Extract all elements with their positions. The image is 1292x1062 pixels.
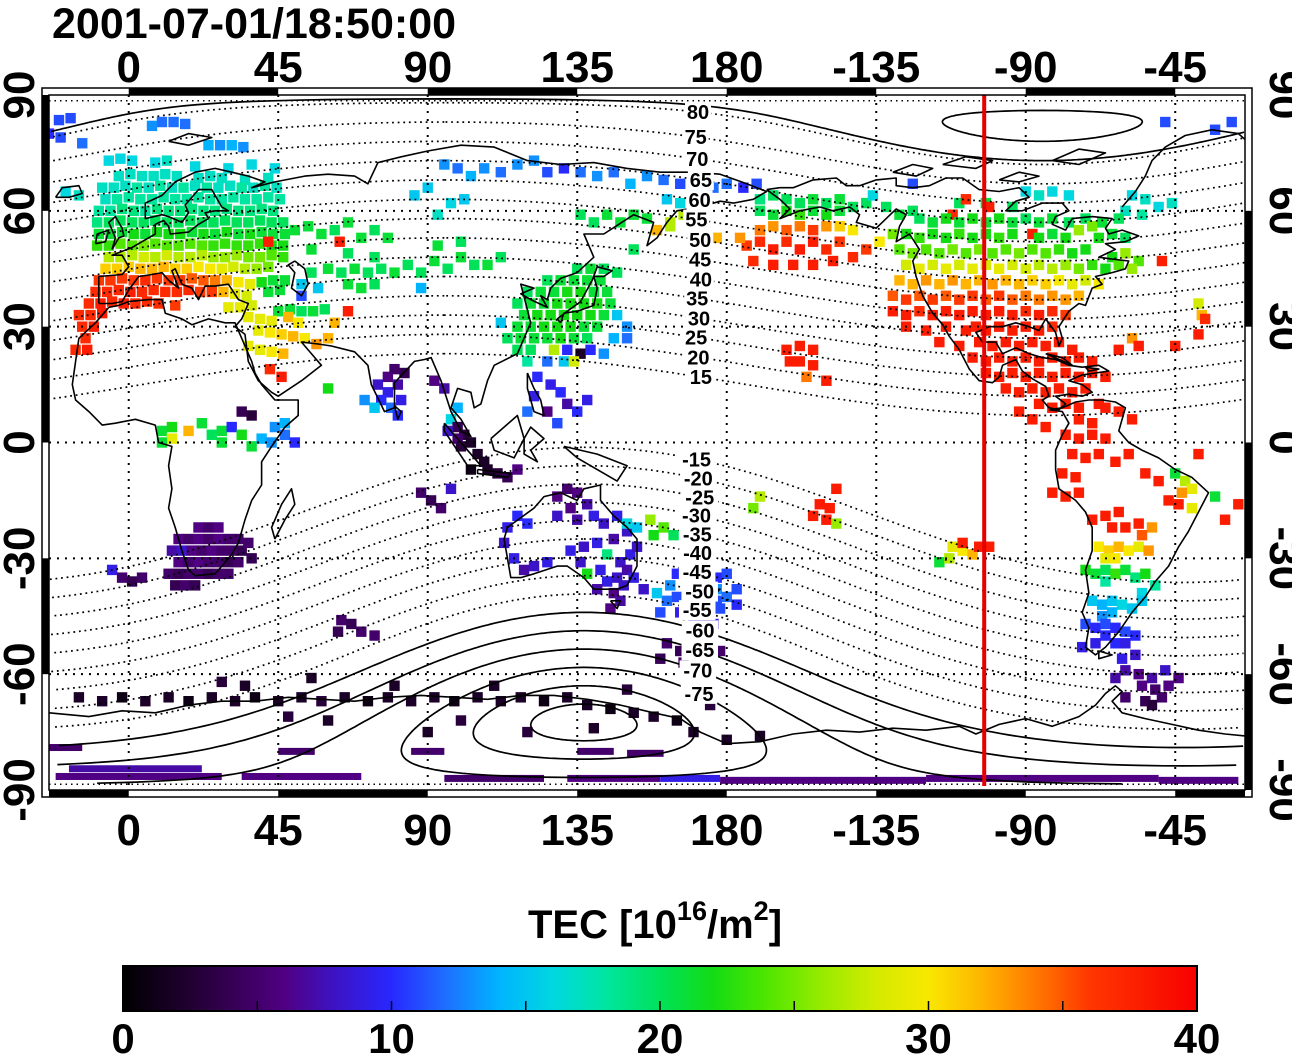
svg-text:25: 25 [685,327,707,349]
svg-text:65: 65 [690,170,712,192]
coastline-layer [49,129,1245,745]
bottom-axis-label: 180 [690,806,763,855]
svg-text:-40: -40 [683,543,712,565]
colorbar-tick-label: 10 [368,1015,415,1057]
bottom-axis-label: 0 [116,806,140,855]
polar-strip [577,747,614,755]
svg-text:-45: -45 [683,562,712,584]
top-axis-label: 135 [541,43,614,92]
polar-strip [926,774,1159,782]
colorbar: 0 10 20 30 40 TEC [1016/m2] [111,896,1221,1062]
left-axis-label: 90 [0,71,44,120]
right-axis-label: -30 [1260,527,1292,591]
polar-strip [241,772,362,780]
bottom-axis-label: -135 [832,806,920,855]
top-axis-label: -90 [994,43,1058,92]
svg-text:-60: -60 [686,620,715,642]
polar-strip [444,774,545,782]
left-axis-label: 0 [0,430,44,454]
contours-dotted-layer [49,101,1245,731]
polar-strip [627,749,664,757]
svg-text:35: 35 [686,288,708,310]
svg-text:-20: -20 [684,468,713,490]
svg-text:50: 50 [689,230,711,252]
right-axis-label: 30 [1260,302,1292,351]
svg-text:80: 80 [687,102,709,124]
polar-strip [278,747,315,755]
polar-strip [660,774,721,782]
svg-text:45: 45 [689,250,711,272]
svg-text:55: 55 [685,210,707,232]
top-axis-label: 180 [690,43,763,92]
right-axis-label: -60 [1260,642,1292,706]
colorbar-title: TEC [1016/m2] [528,896,782,947]
right-axis-label: 0 [1260,430,1292,454]
frame-layer [41,87,1253,798]
colorbar-tick-label: 30 [905,1015,952,1057]
svg-text:20: 20 [687,347,709,369]
polar-strip [55,772,222,780]
right-axis-label: 90 [1260,71,1292,120]
top-axis-label: -45 [1143,43,1207,92]
contours-solid-layer [50,98,1245,785]
top-axis-label: -135 [832,43,920,92]
svg-text:-35: -35 [683,524,712,546]
svg-text:-30: -30 [682,505,711,527]
svg-text:-15: -15 [682,449,711,471]
colorbar-tick-label: 40 [1174,1015,1221,1057]
right-axis-label: -90 [1260,758,1292,822]
right-axis-label: 60 [1260,186,1292,235]
svg-text:15: 15 [690,367,712,389]
colorbar-tick-label: 0 [111,1015,134,1057]
bottom-axis-label: -90 [994,806,1058,855]
svg-text:60: 60 [688,190,710,212]
bottom-axis-label: -45 [1143,806,1207,855]
polar-strip [1158,776,1239,784]
left-axis-label: 60 [0,186,44,235]
left-axis-label: -90 [0,758,44,822]
svg-text:75: 75 [685,127,707,149]
left-axis-label: -60 [0,642,44,706]
top-axis-label: 0 [116,43,140,92]
polar-strip [567,774,661,782]
bottom-axis-label: 90 [403,806,452,855]
svg-text:-25: -25 [685,487,714,509]
svg-text:-70: -70 [683,660,712,682]
bottom-axis-label: 135 [541,806,614,855]
top-axis-label: 45 [254,43,303,92]
svg-text:30: 30 [688,308,710,330]
top-axis-label: 90 [403,43,452,92]
svg-text:-65: -65 [685,640,714,662]
polar-strip [720,776,927,784]
svg-text:-50: -50 [685,582,714,604]
left-axis-label: 30 [0,302,44,351]
left-axis-label: -30 [0,527,44,591]
bottom-axis-label: 45 [254,806,303,855]
svg-text:-75: -75 [685,684,714,706]
axis-labels-layer: 0 45 90 135 180 -135 -90 -45 0 45 90 135 180 -135 -90 -… [0,43,1292,855]
polar-strip [68,765,202,773]
colorbar-tick-label: 20 [637,1015,684,1057]
svg-text:70: 70 [686,149,708,171]
svg-text:-55: -55 [683,600,712,622]
polar-strip [49,744,83,752]
timestamp-title: 2001-07-01/18:50:00 [52,0,457,48]
svg-text:40: 40 [690,269,712,291]
